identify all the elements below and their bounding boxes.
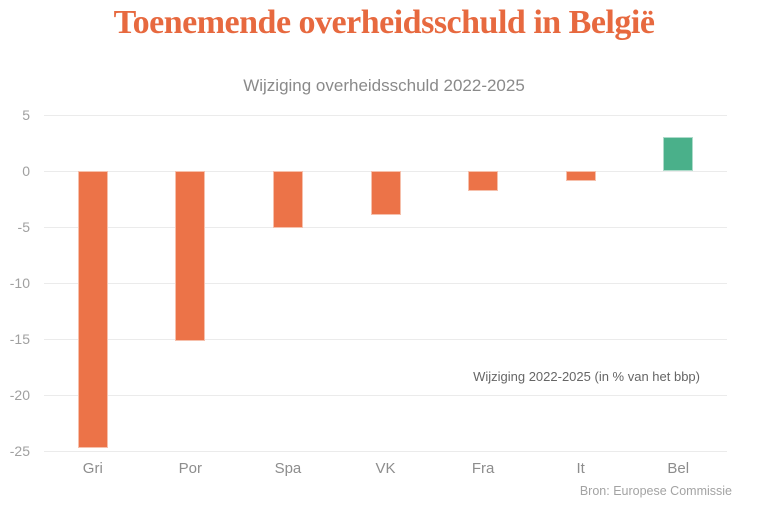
bar-it xyxy=(565,171,596,182)
x-axis-tick-label: Por xyxy=(178,460,203,477)
bar-por xyxy=(175,171,206,342)
y-axis-tick-label: 5 xyxy=(22,107,30,123)
plot-area: 5 0 -5 -10 -15 -20 -25 Gri Por Spa VK Fra It Bel xyxy=(10,107,727,477)
gridline xyxy=(44,283,727,284)
gridline xyxy=(44,339,727,340)
chart-source: Bron: Europese Commissie xyxy=(579,484,732,498)
x-axis-tick-label: It xyxy=(576,460,585,477)
gridline xyxy=(44,227,727,228)
gridline xyxy=(44,395,727,396)
y-axis-tick-label: -10 xyxy=(9,275,30,291)
bar-vk xyxy=(370,171,401,215)
y-axis-tick-label: -5 xyxy=(17,219,30,235)
bar-fra xyxy=(468,171,499,192)
x-axis-tick-label: Fra xyxy=(471,460,495,477)
y-axis-tick-label: 0 xyxy=(22,163,30,179)
y-axis-tick-label: -20 xyxy=(9,387,30,403)
gridline xyxy=(44,115,727,116)
bar-gri xyxy=(77,171,108,448)
y-axis-tick-label: -25 xyxy=(9,443,30,459)
gridline xyxy=(44,451,727,452)
x-axis-tick-label: VK xyxy=(375,460,396,477)
bar-bel xyxy=(663,137,694,171)
y-axis-tick-label: -15 xyxy=(9,331,30,347)
chart-title: Wijziging overheidsschuld 2022-2025 xyxy=(243,76,525,95)
x-axis-tick-label: Gri xyxy=(82,460,103,477)
x-axis-tick-label: Spa xyxy=(274,460,302,477)
bar-spa xyxy=(272,171,303,229)
x-axis-tick-label: Bel xyxy=(667,460,690,477)
page-title: Toenemende overheidsschuld in België xyxy=(113,4,655,41)
chart-annotation: Wijziging 2022-2025 (in % van het bbp) xyxy=(473,369,700,384)
